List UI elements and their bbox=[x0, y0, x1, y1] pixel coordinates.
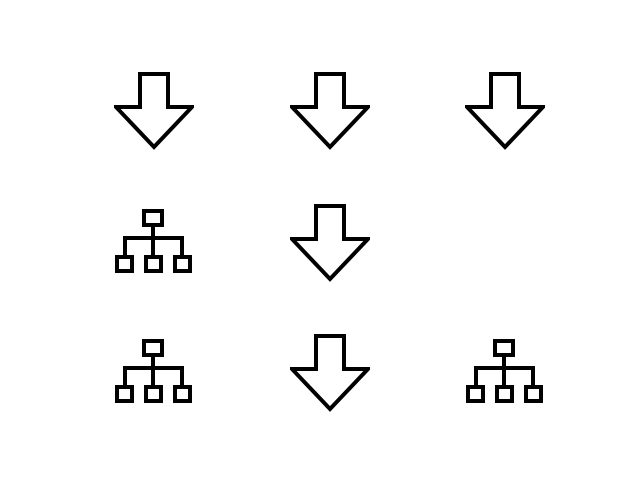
arrow-down-icon bbox=[290, 72, 370, 150]
arrow-down-icon bbox=[290, 204, 370, 282]
sitemap-icon bbox=[115, 339, 192, 403]
arrow-down-icon bbox=[465, 72, 545, 150]
sitemap-icon bbox=[115, 209, 192, 273]
arrow-down-icon bbox=[290, 334, 370, 412]
sitemap-icon bbox=[466, 339, 543, 403]
arrow-down-icon bbox=[114, 72, 194, 150]
